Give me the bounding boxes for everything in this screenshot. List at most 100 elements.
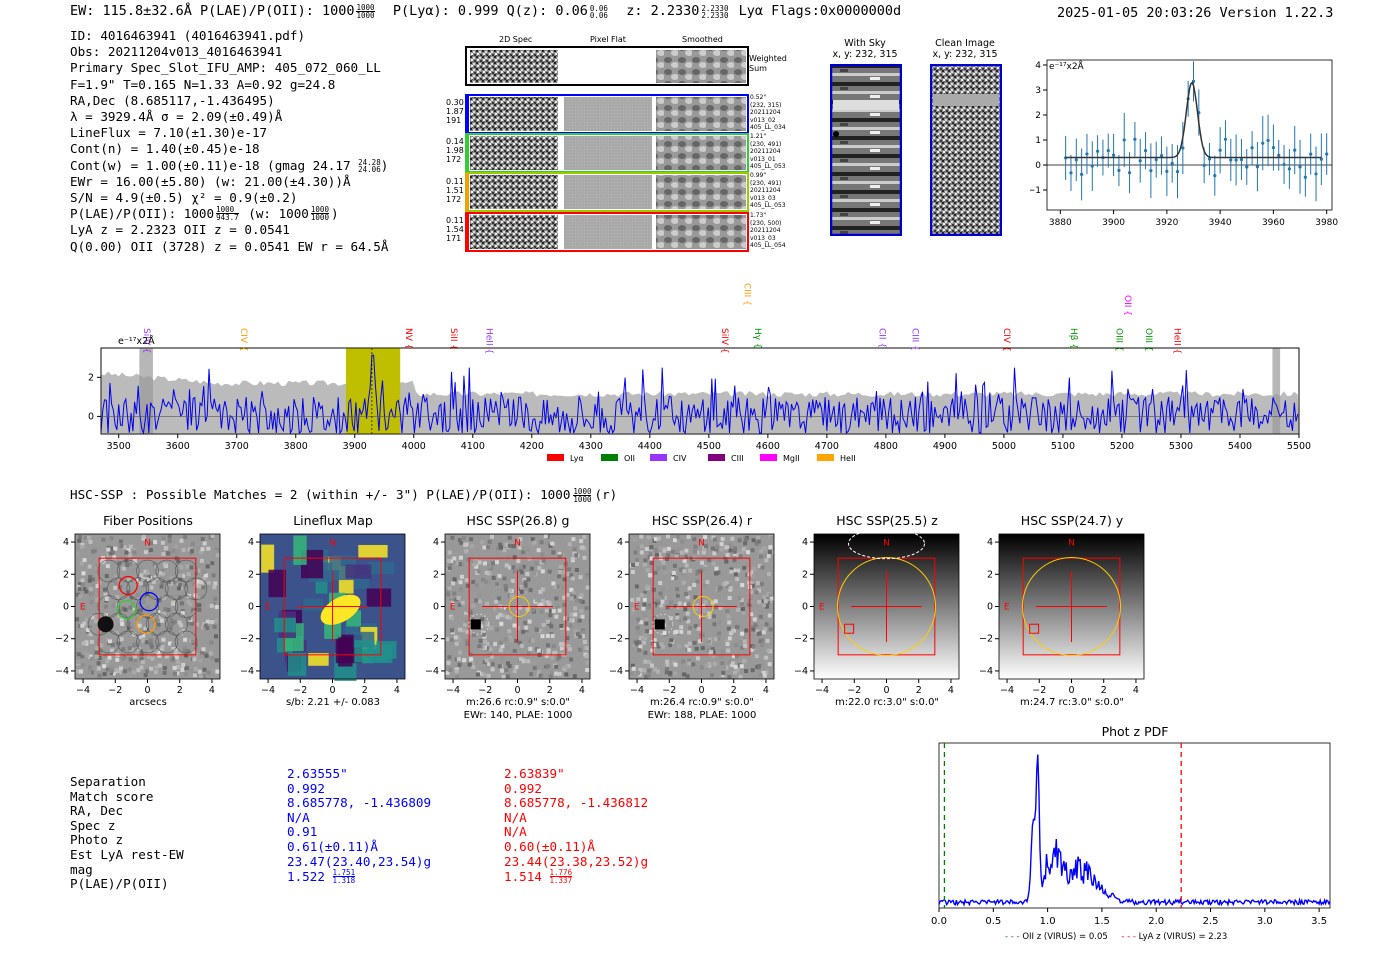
emission-line-label: SiII { xyxy=(448,328,458,350)
noise-pixel xyxy=(107,639,112,644)
noise-pixel xyxy=(197,669,202,674)
tbl-cell: 0.61(±0.11)Å xyxy=(287,838,378,854)
x-tick-label: −4 xyxy=(261,685,275,696)
noise-pixel xyxy=(731,568,736,573)
noise-pixel xyxy=(495,615,500,620)
noise-pixel xyxy=(474,598,479,603)
noise-pixel xyxy=(141,534,146,539)
frac-lo: 24.06 xyxy=(358,164,381,174)
x-tick-label: 3900 xyxy=(1102,218,1125,228)
noise-pixel xyxy=(88,575,93,580)
panel-caption: m:26.4 rc:0.9" s:0.0" EWr: 188, PLAE: 100… xyxy=(617,696,787,722)
noise-pixel xyxy=(687,586,692,591)
noise-pixel xyxy=(188,602,193,607)
noise-pixel xyxy=(83,626,88,631)
noise-pixel xyxy=(711,654,716,659)
noise-pixel xyxy=(706,648,711,653)
y-tick-label: −2 xyxy=(240,634,254,645)
row-val: 1.51 xyxy=(446,186,464,195)
noise-pixel xyxy=(192,554,197,559)
noise-pixel xyxy=(749,647,754,652)
fiber-circle xyxy=(174,559,198,583)
noise-pixel xyxy=(115,602,120,607)
noise-pixel xyxy=(713,637,718,642)
noise-pixel xyxy=(202,575,207,580)
noise-pixel xyxy=(636,597,641,602)
noise-pixel xyxy=(446,588,451,593)
noise-pixel xyxy=(481,632,486,637)
noise-pixel xyxy=(684,597,689,602)
noise-pixel xyxy=(77,538,82,543)
noise-pixel xyxy=(703,544,708,549)
noise-pixel xyxy=(83,535,88,540)
x-tick-label: −4 xyxy=(446,685,460,696)
noise-pixel xyxy=(656,644,661,649)
noise-pixel xyxy=(686,602,691,607)
noise-pixel xyxy=(548,543,553,548)
noise-pixel xyxy=(572,547,577,552)
noise-pixel xyxy=(106,547,111,552)
noise-pixel xyxy=(183,645,188,650)
noise-pixel xyxy=(752,617,757,622)
noise-pixel xyxy=(491,561,496,566)
noise-pixel xyxy=(200,547,205,552)
x-tick-label: 0.5 xyxy=(985,916,1001,927)
noise-pixel xyxy=(733,546,738,551)
noise-pixel xyxy=(726,648,731,653)
panel-title: HSC SSP(24.7) y xyxy=(1020,513,1124,528)
emission-line-label: SiIV { xyxy=(141,328,151,354)
noise-pixel xyxy=(756,631,761,636)
noise-pixel xyxy=(537,566,542,571)
noise-pixel xyxy=(649,545,654,550)
noise-pixel xyxy=(516,559,521,564)
noise-pixel xyxy=(719,654,724,659)
noise-pixel xyxy=(641,606,646,611)
noise-pixel xyxy=(177,620,182,625)
noise-pixel xyxy=(682,569,687,574)
noise-pixel xyxy=(740,551,745,556)
noise-pixel xyxy=(75,546,80,551)
noise-pixel xyxy=(723,581,728,586)
noise-pixel xyxy=(632,537,637,542)
noise-pixel xyxy=(462,556,467,561)
noise-pixel xyxy=(128,561,133,566)
noise-pixel xyxy=(102,664,107,669)
source-blob xyxy=(97,616,114,633)
noise-pixel xyxy=(541,622,546,627)
side-label: 20211204 xyxy=(750,227,781,235)
noise-pixel xyxy=(494,599,499,604)
noise-pixel xyxy=(199,674,204,679)
y-tick-label: −2 xyxy=(979,634,993,645)
noise-pixel xyxy=(649,556,654,561)
noise-pixel xyxy=(662,548,667,553)
tbl-cell: 0.992 xyxy=(287,780,325,796)
noise-pixel xyxy=(141,582,146,587)
tbl-label: Est LyA rest-EW xyxy=(70,846,184,862)
noise-pixel xyxy=(569,587,574,592)
noise-pixel xyxy=(546,540,551,545)
noise-pixel xyxy=(745,567,750,572)
noise-pixel xyxy=(482,561,487,566)
noise-pixel xyxy=(504,563,509,568)
fiber-circle xyxy=(174,630,198,654)
photz-axes xyxy=(938,742,1331,909)
y-tick-label: 0 xyxy=(248,602,254,613)
data-point xyxy=(1325,152,1329,156)
noise-pixel xyxy=(752,669,757,674)
noise-pixel xyxy=(545,600,550,605)
noise-pixel xyxy=(652,642,657,647)
noise-pixel xyxy=(148,548,153,553)
noise-pixel xyxy=(109,668,114,673)
noise-pixel xyxy=(117,623,122,628)
noise-pixel xyxy=(85,653,90,658)
noise-pixel xyxy=(161,536,166,541)
noise-pixel xyxy=(737,596,742,601)
noise-pixel xyxy=(457,602,462,607)
data-point xyxy=(1287,167,1291,171)
noise-pixel xyxy=(478,671,483,676)
noise-pixel xyxy=(527,556,532,561)
noise-pixel xyxy=(499,621,504,626)
noise-pixel xyxy=(563,616,568,621)
side-label: v013_03 xyxy=(750,194,776,202)
noise-pixel xyxy=(80,544,85,549)
